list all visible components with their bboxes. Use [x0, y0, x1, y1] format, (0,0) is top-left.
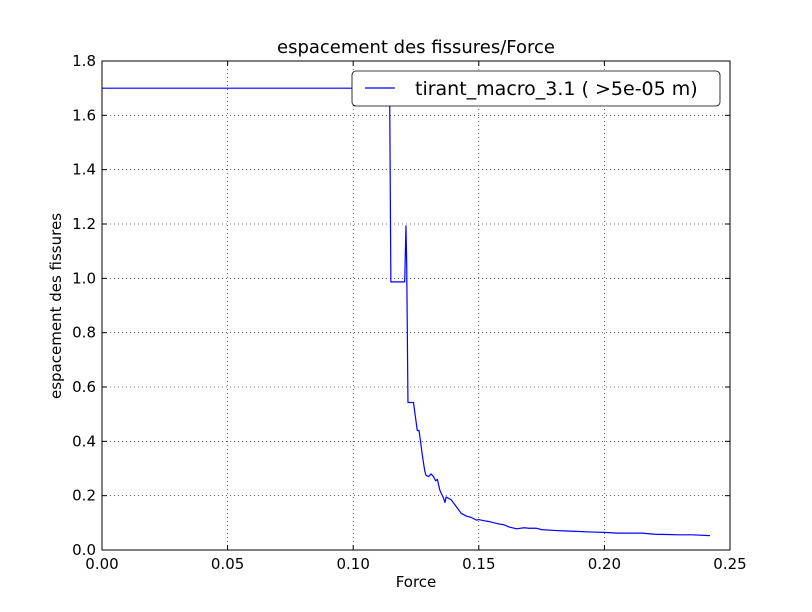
x-tick-label: 0.05 [211, 555, 244, 573]
legend-box [351, 70, 721, 107]
x-tick-label: 0.10 [336, 555, 369, 573]
y-axis-label: espacement des fissures [47, 213, 65, 399]
y-tick-label: 1.4 [72, 161, 96, 179]
x-tick-label: 0.20 [588, 555, 621, 573]
y-tick-label: 0.4 [72, 432, 96, 450]
series-line [102, 87, 710, 537]
grid-lines [102, 61, 730, 550]
plot-frame [101, 60, 731, 551]
y-tick-label: 0.2 [72, 487, 96, 505]
chart-title: espacement des fissures/Force [277, 37, 555, 58]
y-tick-label: 0.6 [72, 378, 96, 396]
y-tick-label: 1.6 [72, 106, 96, 124]
y-tick-label: 0.0 [72, 541, 96, 559]
plot-area [102, 61, 730, 550]
y-tick-label: 1.8 [72, 52, 96, 70]
y-tick-label: 1.0 [72, 269, 96, 287]
x-axis-label: Force [396, 573, 437, 591]
y-tick-label: 1.2 [72, 215, 96, 233]
legend: tirant_macro_3.1 ( >5e-05 m) [351, 70, 721, 107]
y-tick-label: 0.8 [72, 324, 96, 342]
x-tick-label: 0.25 [713, 555, 746, 573]
tick-marks [101, 60, 731, 551]
legend-entry: tirant_macro_3.1 ( >5e-05 m) [415, 78, 698, 100]
tick-labels: 0.00 0.05 0.10 0.15 0.20 0.25 0.0 0.2 0.4 0.6 0.8 1… [72, 52, 747, 573]
series-layer [102, 87, 710, 537]
x-tick-label: 0.00 [85, 555, 118, 573]
x-tick-label: 0.15 [462, 555, 495, 573]
